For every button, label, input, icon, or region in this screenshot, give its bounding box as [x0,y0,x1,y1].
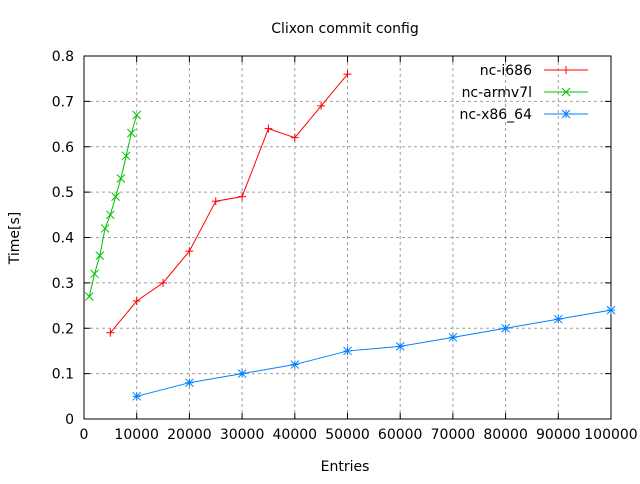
data-point [132,297,141,306]
x-tick-label: 10000 [114,427,159,443]
x-tick-label: 50000 [325,427,370,443]
series-line [88,114,138,297]
data-point [237,369,247,378]
series-line [109,73,348,334]
x-tick-label: 0 [80,427,89,443]
data-point [100,224,110,233]
data-point [127,128,136,138]
y-tick-label: 0.3 [52,276,74,292]
x-tick-label: 80000 [483,427,528,443]
legend-label: nc-x86_64 [459,107,532,123]
data-point [132,110,142,120]
data-point [290,133,299,142]
series-nc-i686 [106,70,352,337]
chart-title: Clixon commit config [271,21,419,37]
y-tick-label: 0.8 [52,49,74,65]
y-tick-label: 0.6 [52,140,74,156]
x-tick-label: 60000 [378,427,423,443]
legend-marker [561,87,571,97]
data-point [395,342,405,351]
data-point [185,378,194,388]
legend-marker [561,109,571,119]
axes: 0 10000 20000 30000 40000 50000 60000 70000 8000… [52,49,638,443]
x-tick-label: 20000 [167,427,212,443]
series-group [84,70,616,401]
data-point [264,124,273,133]
data-point [106,328,115,337]
y-tick-label: 0.5 [52,185,74,201]
data-point [95,251,105,261]
y-tick-label: 0 [65,412,74,428]
data-point [238,192,247,201]
y-tick-label: 0.1 [52,367,74,383]
data-point [317,101,326,110]
data-point [343,70,352,79]
x-tick-label: 30000 [220,427,265,443]
y-tick-label: 0.2 [52,321,74,337]
x-axis-label: Entries [321,459,370,475]
legend-marker [562,66,570,74]
x-tick-label: 100000 [584,427,637,443]
y-tick-label: 0.4 [52,231,74,247]
data-point [185,247,194,256]
data-point [116,174,126,183]
data-point [501,323,510,333]
plot-border [83,55,612,420]
legend-label: nc-i686 [480,63,532,79]
data-point [121,151,131,161]
data-point [606,305,616,315]
data-point [553,314,563,324]
data-point [448,332,458,342]
legend: nc-i686 nc-armv7l nc-x86_64 [459,63,588,123]
data-point [111,192,120,202]
data-point [105,210,115,220]
data-point [159,278,168,287]
series-nc-armv7l [84,110,142,301]
y-tick-label: 0.7 [52,94,74,110]
x-tick-label: 40000 [273,427,318,443]
data-point [343,346,352,356]
x-tick-label: 90000 [536,427,581,443]
y-axis-label: Time[s] [7,212,23,265]
data-point [290,360,300,369]
x-tick-label: 70000 [431,427,476,443]
data-point [84,292,94,301]
series-nc-x86_64 [132,305,616,401]
data-point [211,197,220,206]
legend-label: nc-armv7l [462,85,532,101]
data-point [132,391,142,401]
data-point [90,269,99,279]
series-line [136,309,612,397]
grid [84,56,611,419]
